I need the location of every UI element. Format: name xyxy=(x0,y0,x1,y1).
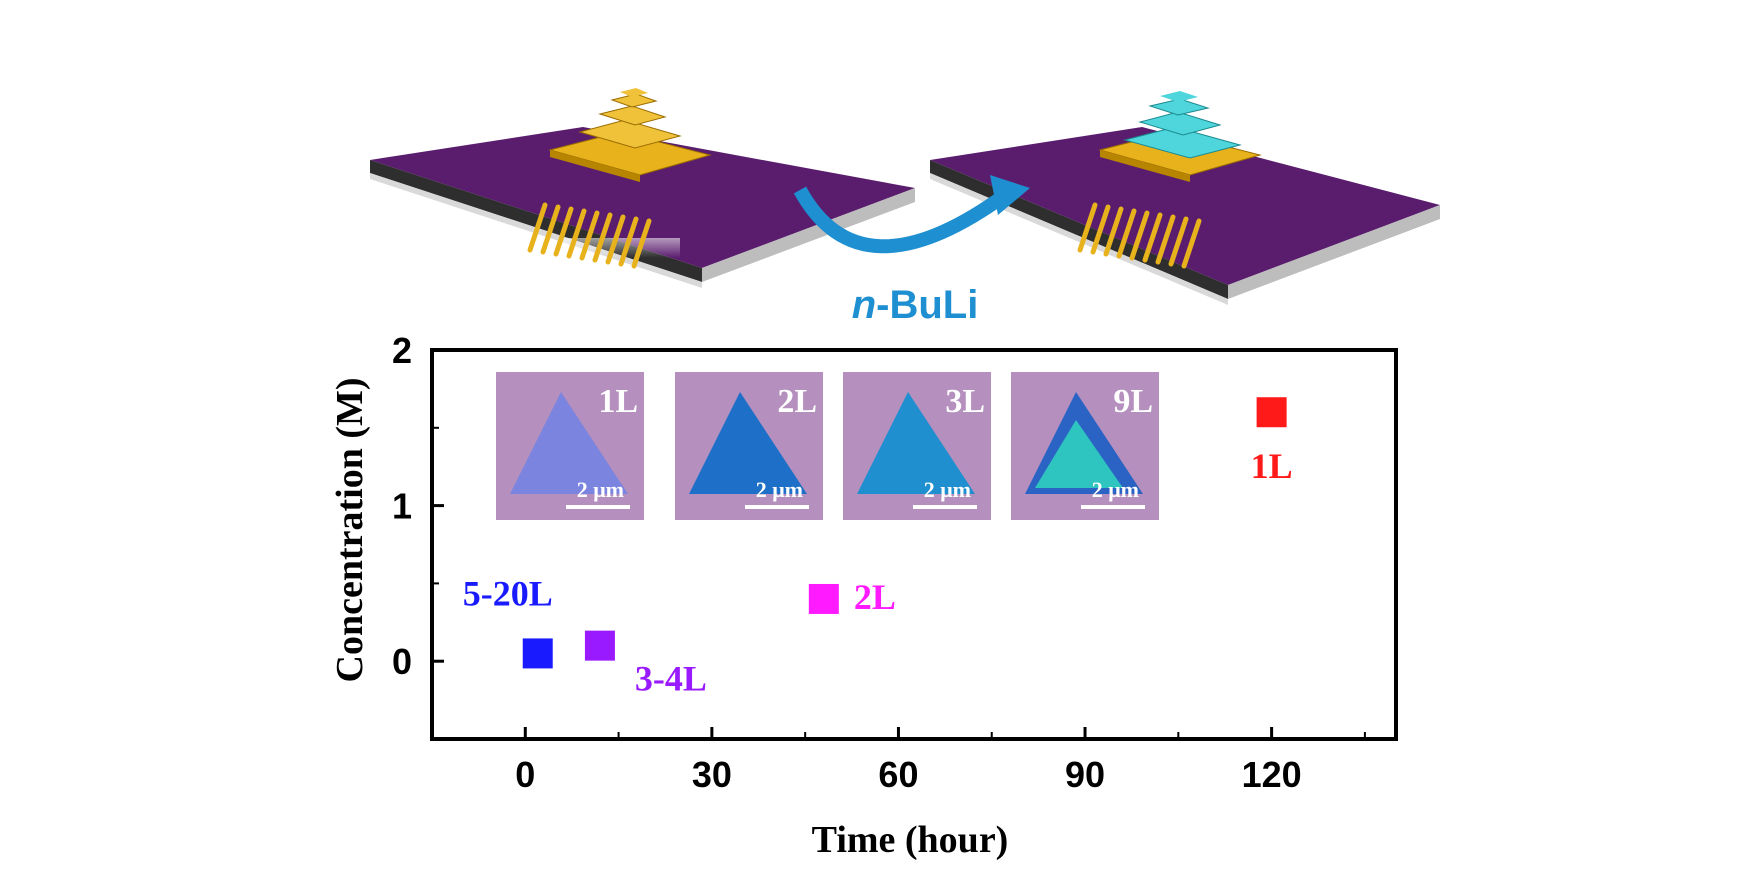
y-tick-label: 0 xyxy=(392,641,412,682)
data-label-3-4l: 3-4L xyxy=(635,659,707,699)
inset-layer-label: 1L xyxy=(598,383,638,420)
x-axis-label: Time (hour) xyxy=(812,819,1009,861)
inset-layer-label: 9L xyxy=(1113,383,1153,420)
x-tick-label: 30 xyxy=(692,754,732,795)
scale-bar-label: 2 μm xyxy=(1092,477,1139,502)
data-point-1l xyxy=(1256,397,1287,428)
scale-bar-label: 2 μm xyxy=(924,477,971,502)
optical-insets: 1L 2 μm 2L 2 μm 3L 2 μm 9L 2 μm xyxy=(496,372,1159,520)
data-point-5-20l xyxy=(522,638,553,669)
substrate-before xyxy=(370,88,915,288)
x-tick-label: 120 xyxy=(1242,754,1302,795)
inset-1l: 1L 2 μm xyxy=(496,372,644,520)
x-tick-label: 0 xyxy=(515,754,535,795)
inset-layer-label: 3L xyxy=(945,383,985,420)
flake-triangle xyxy=(510,392,628,494)
y-tick-label: 2 xyxy=(392,330,412,371)
y-axis-label: Concentration (M) xyxy=(329,378,371,683)
stripes-after xyxy=(1077,202,1202,269)
data-point-2l xyxy=(808,583,839,614)
reagent-label: n-BuLi xyxy=(852,283,979,327)
stripes-gold xyxy=(527,202,652,269)
reaction-arrow xyxy=(793,175,1030,254)
x-axis-ticks: 0 30 60 90 120 xyxy=(515,727,1366,795)
inset-2l: 2L 2 μm xyxy=(675,372,823,520)
data-label-5-20l: 5-20L xyxy=(463,573,553,613)
pyramid-cyan xyxy=(1098,91,1262,182)
scatter-chart: 0 30 60 90 120 0 1 2 Time (hour) Concentration… xyxy=(329,330,1398,861)
y-axis-ticks: 0 1 2 xyxy=(392,330,444,740)
inset-9l: 9L 2 μm xyxy=(1011,372,1159,520)
y-tick-label: 1 xyxy=(392,486,412,527)
x-tick-label: 90 xyxy=(1065,754,1105,795)
inset-3l: 3L 2 μm xyxy=(843,372,991,520)
inset-layer-label: 2L xyxy=(777,383,817,420)
flake-triangle xyxy=(689,392,807,494)
data-label-2l: 2L xyxy=(854,577,896,617)
pyramid-gold xyxy=(548,88,712,258)
data-points: 5-20L 3-4L 2L 1L xyxy=(463,397,1293,699)
data-point-3-4l xyxy=(584,630,615,661)
scale-bar-label: 2 μm xyxy=(756,477,803,502)
data-label-1l: 1L xyxy=(1251,446,1293,486)
flake-triangle xyxy=(857,392,975,494)
flake-inner-triangle xyxy=(1035,420,1123,488)
plot-frame xyxy=(430,348,1398,741)
x-tick-label: 60 xyxy=(878,754,918,795)
scale-bar-label: 2 μm xyxy=(577,477,624,502)
